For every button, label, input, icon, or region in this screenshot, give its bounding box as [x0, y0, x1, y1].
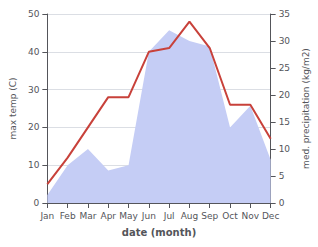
- svg-text:50: 50: [28, 9, 40, 19]
- svg-text:Dec: Dec: [262, 211, 279, 221]
- svg-text:20: 20: [279, 90, 291, 100]
- svg-text:25: 25: [279, 63, 290, 73]
- svg-text:Jun: Jun: [141, 211, 156, 221]
- svg-text:Apr: Apr: [100, 211, 116, 221]
- svg-text:10: 10: [279, 144, 291, 154]
- svg-text:40: 40: [28, 47, 40, 57]
- svg-text:30: 30: [279, 36, 291, 46]
- svg-text:date (month): date (month): [122, 227, 196, 238]
- svg-text:Jan: Jan: [39, 211, 54, 221]
- svg-text:30: 30: [28, 85, 40, 95]
- svg-text:Sep: Sep: [201, 211, 218, 221]
- svg-text:May: May: [119, 211, 138, 221]
- svg-text:Jul: Jul: [163, 211, 175, 221]
- svg-text:0: 0: [279, 198, 285, 208]
- svg-text:35: 35: [279, 9, 290, 19]
- svg-text:Feb: Feb: [60, 211, 76, 221]
- svg-text:Mar: Mar: [79, 211, 96, 221]
- svg-text:0: 0: [34, 198, 40, 208]
- svg-text:Nov: Nov: [242, 211, 260, 221]
- svg-text:20: 20: [28, 122, 40, 132]
- svg-text:med. precipitation (kg/m2): med. precipitation (kg/m2): [301, 48, 311, 169]
- svg-text:Oct: Oct: [222, 211, 238, 221]
- svg-text:max temp (C): max temp (C): [8, 77, 18, 139]
- svg-text:Aug: Aug: [181, 211, 199, 221]
- svg-text:15: 15: [279, 117, 290, 127]
- svg-text:5: 5: [279, 171, 285, 181]
- svg-text:10: 10: [28, 160, 40, 170]
